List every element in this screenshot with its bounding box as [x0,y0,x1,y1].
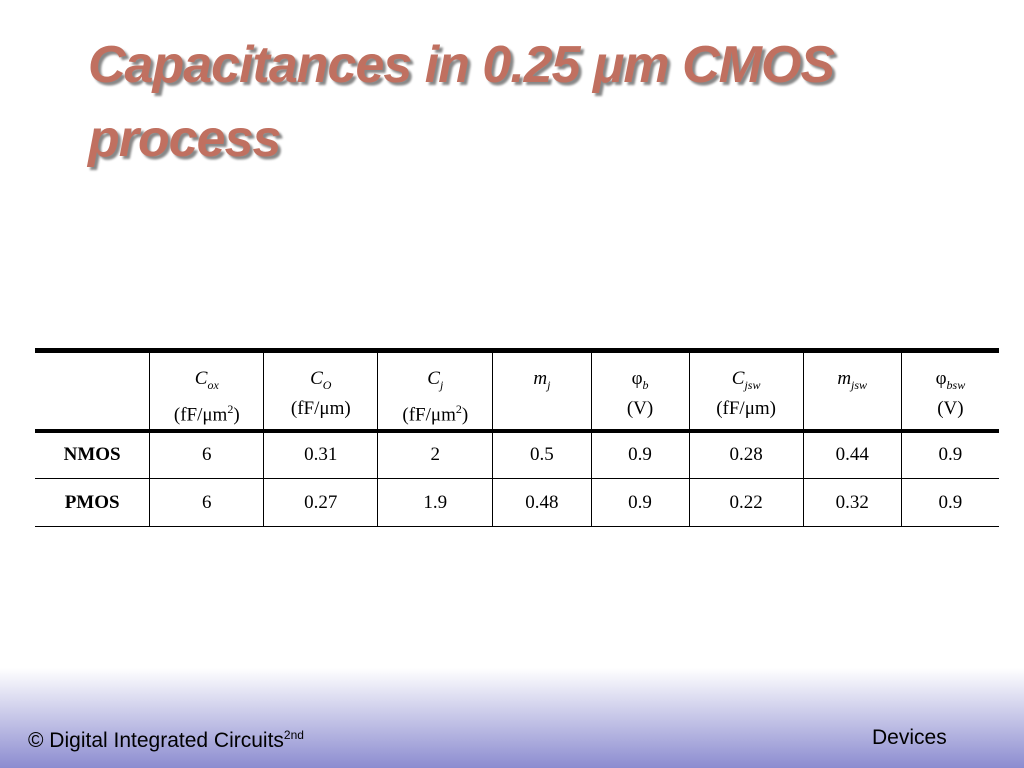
symbol: C [427,368,440,389]
table-cell: 0.31 [263,430,378,479]
header-cell: Cox (fF/μm2) [149,350,264,431]
unit-sup: 2 [227,401,234,416]
subscript: ox [207,377,219,392]
symbol: C [310,368,323,389]
unit: (V) [626,397,654,419]
header-cell: φb (V) [590,350,690,431]
header-unit: (fF/μm2) [150,397,263,427]
footer-right: Devices [872,726,947,749]
header-unit: (fF/μm) [690,397,803,421]
unit: (fF/μm [402,404,456,426]
subscript: O [322,377,332,392]
header-symbol: φb [592,367,689,397]
symbol: m [837,368,852,389]
table-cell: 0.9 [900,430,999,479]
table-cell: 0.48 [492,478,591,527]
header-cell: φbsw (V) [900,350,999,431]
subscript: jsw [744,377,761,392]
table-cell: 1.9 [377,478,493,527]
table-cell: 0.27 [263,478,378,527]
footer-sup: 2nd [283,728,304,742]
table-row: PMOS 6 0.27 1.9 0.48 0.9 0.22 0.32 0.9 [35,478,999,527]
symbol: φ [631,368,643,389]
symbol: φ [935,368,947,389]
table-cell: 0.9 [590,478,690,527]
subscript: j [439,377,444,392]
header-symbol: Cjsw [690,367,803,397]
table-cell: 6 [149,478,264,527]
footer: © Digital Integrated Circuits2nd Devices [0,668,1024,768]
header-symbol: Cox [150,367,263,397]
header-symbol: mjsw [804,367,901,397]
header-cell: mjsw [802,350,902,431]
table-cell: 6 [149,430,264,479]
table-cell: 0.9 [900,478,999,527]
table-cell: 0.28 [688,430,804,479]
subscript: b [642,377,649,392]
table-body: NMOS 6 0.31 2 0.5 0.9 0.28 0.44 0.9 PMOS 6 0.27 1.9 0… [35,430,999,527]
row-label: NMOS [63,444,121,466]
table: Cox (fF/μm2) CO (fF/μm) Cj (fF/μm2) mj φb (V) Cjs… [35,348,999,527]
header-unit: (fF/μm2) [378,397,492,427]
table-header: Cox (fF/μm2) CO (fF/μm) Cj (fF/μm2) mj φb (V) Cjs… [35,350,999,431]
header-row: Cox (fF/μm2) CO (fF/μm) Cj (fF/μm2) mj φb (V) Cjs… [35,350,999,431]
symbol: C [194,368,208,389]
table-row: NMOS 6 0.31 2 0.5 0.9 0.28 0.44 0.9 [35,430,999,479]
header-symbol: φbsw [902,367,999,397]
subscript: jsw [851,377,868,392]
footer-text: © Digital Integrated Circuits [28,729,284,752]
header-symbol: Cj [378,367,492,397]
unit: (fF/μm) [290,397,351,419]
footer-left: © Digital Integrated Circuits2nd [28,728,304,753]
unit: (fF/μm) [716,397,776,419]
header-unit: (V) [902,397,999,421]
table-cell: 0.5 [492,430,591,479]
header-unit: (V) [592,397,689,421]
subscript: bsw [946,377,966,392]
subscript: j [547,377,551,392]
header-cell [35,351,150,431]
title: Capacitances in 0.25 μm CMOS process [88,28,835,176]
unit: (fF/μm [173,404,228,426]
header-cell: Cjsw (fF/μm) [688,350,804,431]
unit-sup: 2 [455,401,462,416]
table-cell: 0.44 [802,430,902,479]
header-cell: Cj (fF/μm2) [377,350,493,431]
title-line: Capacitances in 0.25 μm CMOS [88,36,835,94]
symbol: C [731,368,745,389]
header-cell: mj [492,350,591,431]
table-cell: 2 [377,430,493,479]
table-cell: 0.32 [802,478,902,527]
unit: (V) [937,397,964,419]
header-unit: (fF/μm) [264,397,377,421]
header-symbol: CO [264,367,377,397]
table-cell: 0.22 [688,478,804,527]
symbol: m [533,368,548,389]
header-symbol: mj [493,367,590,397]
unit: ) [461,404,469,426]
title-line: process [88,110,281,168]
unit: ) [233,404,240,426]
table-cell: 0.9 [590,430,690,479]
header-cell: CO (fF/μm) [263,350,378,431]
row-label: PMOS [64,491,120,513]
